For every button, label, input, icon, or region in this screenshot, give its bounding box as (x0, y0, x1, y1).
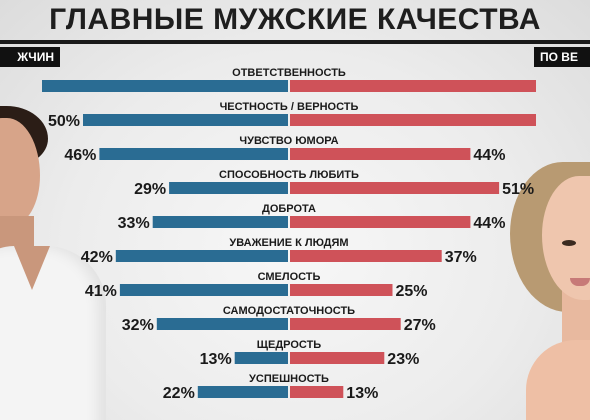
page-title: ГЛАВНЫЕ МУЖСКИЕ КАЧЕСТВА (49, 3, 541, 36)
left-value-label: 41% (85, 283, 117, 300)
right-value-label: 23% (387, 351, 419, 368)
category-label: САМОДОСТАТОЧНОСТЬ (223, 305, 355, 317)
category-label: СМЕЛОСТЬ (258, 271, 321, 283)
category-label: ЩЕДРОСТЬ (257, 339, 322, 351)
right-value-label: 25% (396, 283, 428, 300)
right-value-label: 44% (473, 215, 505, 232)
left-bar (99, 148, 289, 160)
left-bar (169, 182, 288, 194)
right-value-label: 37% (445, 249, 477, 266)
right-bar (290, 386, 344, 398)
man-photo (0, 100, 112, 420)
left-value-label: 32% (122, 317, 154, 334)
left-bar (156, 318, 288, 330)
right-value-label: 44% (473, 147, 505, 164)
left-value-label: 22% (163, 385, 195, 402)
left-bar (152, 216, 288, 228)
left-value-label: 42% (81, 249, 113, 266)
left-bar (234, 352, 288, 364)
right-bar (290, 216, 471, 228)
right-bar (290, 182, 500, 194)
right-bar (290, 352, 385, 364)
left-bar (119, 284, 289, 296)
left-value-label: 13% (200, 351, 232, 368)
right-bar (290, 318, 401, 330)
left-value-label: 50% (48, 113, 80, 130)
category-label: ЧУВСТВО ЮМОРА (239, 135, 338, 147)
left-bar (197, 386, 288, 398)
right-value-label: 13% (346, 385, 378, 402)
left-group-tag: ЖЧИН (0, 47, 60, 67)
category-label: ЧЕСТНОСТЬ / ВЕРНОСТЬ (220, 101, 359, 113)
right-bar (290, 80, 536, 92)
category-label: ДОБРОТА (262, 203, 316, 215)
left-bar (83, 114, 288, 126)
right-bar (290, 250, 442, 262)
left-bar (42, 80, 288, 92)
right-group-tag: ПО ВЕ (534, 47, 590, 67)
category-label: УСПЕШНОСТЬ (249, 373, 329, 385)
right-value-label: 27% (404, 317, 436, 334)
category-label: УВАЖЕНИЕ К ЛЮДЯМ (229, 237, 348, 249)
right-value-label: 51% (502, 181, 534, 198)
right-bar (290, 114, 536, 126)
left-value-label: 46% (64, 147, 96, 164)
title-underline (0, 40, 590, 44)
category-label: ОТВЕТСТВЕННОСТЬ (232, 67, 346, 79)
right-bar (290, 148, 471, 160)
left-bar (115, 250, 288, 262)
left-value-label: 29% (134, 181, 166, 198)
left-value-label: 33% (118, 215, 150, 232)
right-bar (290, 284, 393, 296)
woman-photo (470, 162, 590, 420)
category-label: СПОСОБНОСТЬ ЛЮБИТЬ (219, 169, 359, 181)
